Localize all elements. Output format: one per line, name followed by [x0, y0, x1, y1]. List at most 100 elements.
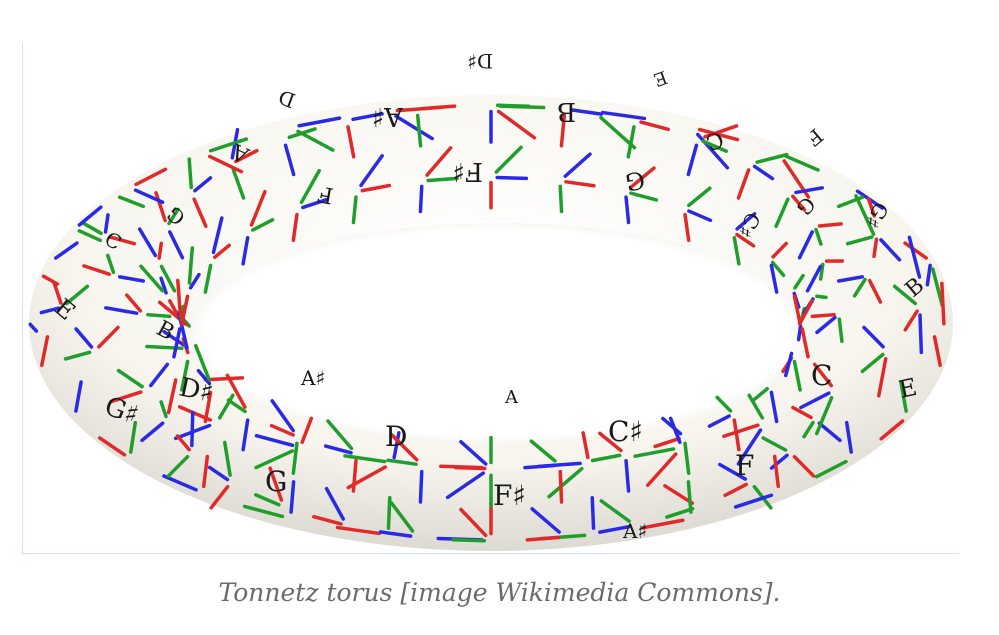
lattice-edge: [176, 278, 183, 318]
lattice-edge: [600, 110, 647, 121]
lattice-edge: [718, 462, 748, 481]
lattice-edge: [234, 148, 259, 164]
lattice-edge: [590, 453, 622, 463]
lattice-edge: [97, 325, 120, 349]
lattice-edge: [159, 264, 177, 293]
lattice-edge: [523, 463, 556, 470]
lattice-edge: [892, 284, 918, 306]
lattice-edge: [104, 306, 139, 315]
lattice-edge: [626, 125, 636, 159]
lattice-edge: [771, 241, 788, 259]
lattice-edge: [394, 114, 434, 141]
lattice-edge: [722, 423, 760, 438]
lattice-edge: [836, 195, 865, 209]
lattice-edge: [231, 168, 246, 200]
lattice-edge: [624, 458, 631, 493]
lattice-edge: [791, 405, 813, 420]
lattice-edge: [254, 433, 295, 448]
lattice-edge: [736, 168, 751, 200]
note-label: F: [316, 180, 335, 207]
lattice-edge: [175, 434, 191, 452]
lattice-edge: [815, 294, 828, 300]
lattice-edge: [213, 243, 231, 259]
lattice-edge: [645, 452, 678, 488]
lattice-edge: [653, 436, 681, 449]
lattice-edge: [217, 393, 235, 420]
lattice-edge: [761, 436, 788, 452]
lattice-edge: [63, 350, 92, 361]
lattice-edge: [633, 447, 676, 458]
lattice-edge: [784, 154, 820, 172]
lattice-edge: [792, 454, 816, 478]
lattice-edge: [735, 232, 756, 248]
lattice-edge: [796, 324, 803, 342]
note-label: C♯: [608, 415, 643, 448]
lattice-edge: [686, 480, 693, 514]
lattice-edge: [300, 416, 314, 445]
lattice-edge: [903, 309, 919, 332]
lattice-edge: [772, 454, 781, 489]
lattice-edge: [74, 380, 83, 413]
note-label: D♯: [177, 373, 216, 409]
lattice-edge: [459, 440, 488, 466]
lattice-edge: [599, 499, 631, 523]
lattice-edge: [415, 113, 423, 148]
lattice-edge: [162, 329, 187, 348]
lattice-edge: [558, 469, 564, 504]
lattice-edge: [732, 235, 741, 266]
lattice-edge: [736, 428, 763, 466]
lattice-edge: [40, 335, 50, 367]
lattice-edge: [154, 191, 167, 223]
lattice-edge: [817, 421, 842, 443]
lattice-edge: [390, 433, 419, 462]
lattice-edge: [133, 188, 165, 204]
lattice-edge: [495, 103, 531, 108]
lattice-edge: [525, 535, 561, 542]
note-label: F: [802, 124, 828, 151]
lattice-edge: [792, 359, 802, 392]
lattice-edge: [223, 440, 232, 477]
lattice-edge: [791, 194, 807, 212]
lattice-edge: [837, 317, 844, 344]
lattice-edge: [879, 419, 905, 441]
lattice-edge: [108, 235, 137, 246]
note-label: A♯: [622, 519, 647, 543]
lattice-edge: [817, 222, 843, 228]
lattice-edge: [931, 267, 945, 308]
lattice-edge: [289, 480, 296, 514]
lattice-edge: [529, 439, 557, 463]
lattice-edge: [82, 264, 112, 276]
lattice-edge: [495, 175, 529, 181]
tonnetz-torus-image: G♯ D♯ A♯ G D A F♯ C♯ F A♯ C E B E B D♯ A…: [22, 43, 959, 554]
lattice-edge: [751, 387, 769, 403]
lattice-edge: [192, 197, 208, 228]
lattice-edge: [445, 471, 486, 500]
lattice-edge: [683, 212, 691, 242]
lattice-edge: [226, 398, 247, 414]
lattice-edge: [663, 484, 695, 505]
lattice-edge: [159, 276, 168, 295]
lattice-edge: [866, 197, 876, 218]
lattice-edge: [209, 484, 230, 510]
lattice-edge: [28, 322, 39, 333]
lattice-edge: [723, 482, 748, 498]
lattice-edge: [297, 116, 342, 128]
lattice-edge: [559, 113, 567, 148]
lattice-edge: [299, 168, 321, 205]
lattice-edge: [598, 524, 631, 534]
lattice-edge: [872, 237, 879, 259]
lattice-edge: [193, 176, 213, 193]
lattice-edge: [877, 357, 888, 398]
lattice-edge: [207, 465, 230, 482]
note-label: G: [623, 165, 647, 196]
lattice-edge: [201, 454, 210, 489]
lattice-edge: [784, 351, 794, 378]
lattice-edge: [697, 127, 740, 142]
lattice-edge: [769, 390, 779, 424]
lattice-edge: [97, 436, 127, 457]
lattice-edge: [732, 418, 741, 452]
lattice-edge: [797, 230, 814, 260]
lattice-edge: [167, 207, 180, 226]
lattice-edge: [752, 164, 775, 181]
lattice-edge: [140, 421, 165, 443]
